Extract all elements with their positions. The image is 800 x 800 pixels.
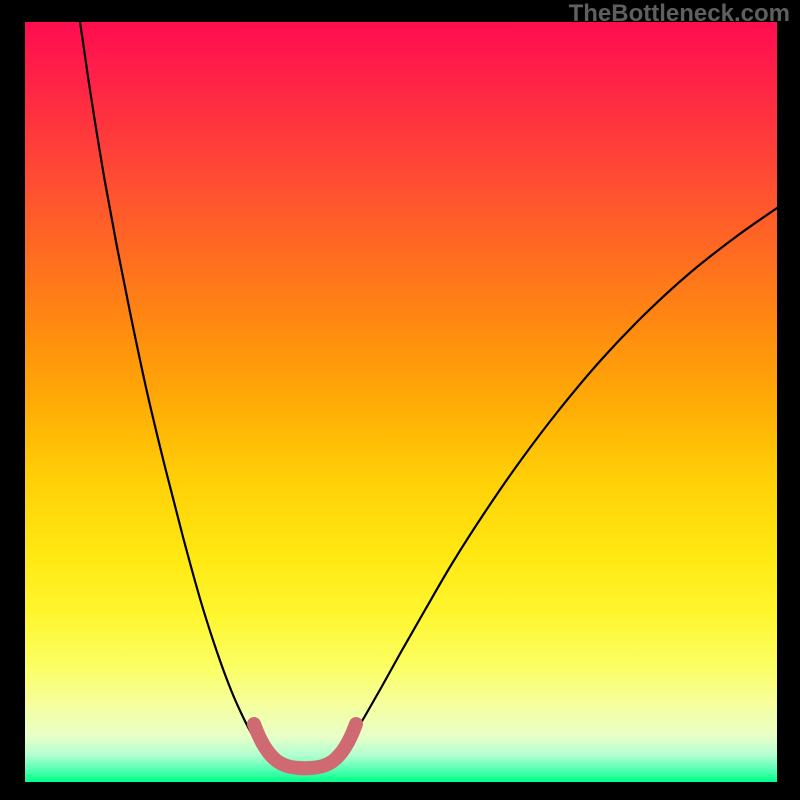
plot-svg bbox=[25, 22, 777, 782]
plot-area bbox=[25, 22, 777, 782]
watermark-text: TheBottleneck.com bbox=[569, 0, 790, 28]
gradient-rect bbox=[25, 22, 777, 782]
chart-canvas: TheBottleneck.com bbox=[0, 0, 800, 800]
